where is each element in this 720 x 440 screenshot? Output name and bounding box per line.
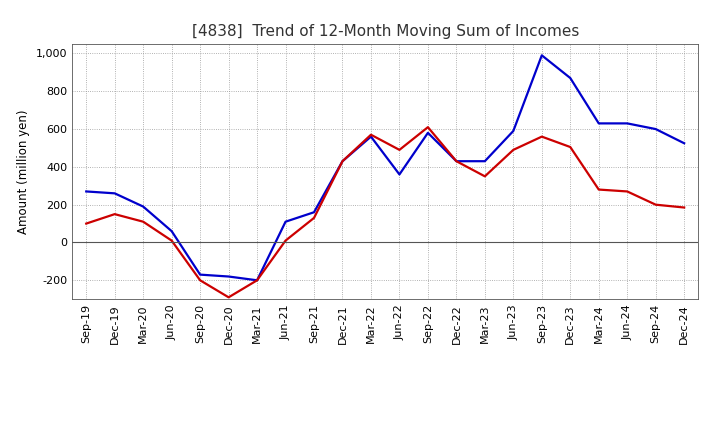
Ordinary Income <box>338 158 347 164</box>
Net Income <box>566 144 575 150</box>
Ordinary Income <box>196 272 204 277</box>
Ordinary Income <box>82 189 91 194</box>
Ordinary Income <box>366 134 375 139</box>
Ordinary Income <box>423 130 432 136</box>
Ordinary Income <box>139 204 148 209</box>
Net Income <box>310 215 318 220</box>
Ordinary Income <box>509 128 518 134</box>
Net Income <box>480 174 489 179</box>
Ordinary Income <box>480 158 489 164</box>
Y-axis label: Amount (million yen): Amount (million yen) <box>17 110 30 234</box>
Net Income <box>595 187 603 192</box>
Net Income <box>366 132 375 137</box>
Ordinary Income <box>595 121 603 126</box>
Title: [4838]  Trend of 12-Month Moving Sum of Incomes: [4838] Trend of 12-Month Moving Sum of I… <box>192 24 579 39</box>
Net Income <box>110 212 119 217</box>
Ordinary Income <box>310 209 318 215</box>
Ordinary Income <box>110 191 119 196</box>
Ordinary Income <box>167 228 176 234</box>
Net Income <box>537 134 546 139</box>
Ordinary Income <box>282 219 290 224</box>
Line: Ordinary Income: Ordinary Income <box>86 55 684 280</box>
Net Income <box>423 125 432 130</box>
Ordinary Income <box>395 172 404 177</box>
Legend: Ordinary Income, Net Income: Ordinary Income, Net Income <box>238 438 532 440</box>
Net Income <box>652 202 660 207</box>
Ordinary Income <box>566 75 575 81</box>
Net Income <box>225 295 233 300</box>
Net Income <box>509 147 518 153</box>
Net Income <box>167 238 176 243</box>
Net Income <box>338 158 347 164</box>
Ordinary Income <box>623 121 631 126</box>
Net Income <box>196 278 204 283</box>
Net Income <box>139 219 148 224</box>
Ordinary Income <box>452 158 461 164</box>
Net Income <box>282 238 290 243</box>
Line: Net Income: Net Income <box>86 127 684 297</box>
Net Income <box>253 278 261 283</box>
Net Income <box>82 221 91 226</box>
Ordinary Income <box>253 278 261 283</box>
Ordinary Income <box>537 53 546 58</box>
Net Income <box>623 189 631 194</box>
Net Income <box>680 205 688 210</box>
Net Income <box>395 147 404 153</box>
Net Income <box>452 158 461 164</box>
Ordinary Income <box>652 126 660 132</box>
Ordinary Income <box>225 274 233 279</box>
Ordinary Income <box>680 141 688 146</box>
